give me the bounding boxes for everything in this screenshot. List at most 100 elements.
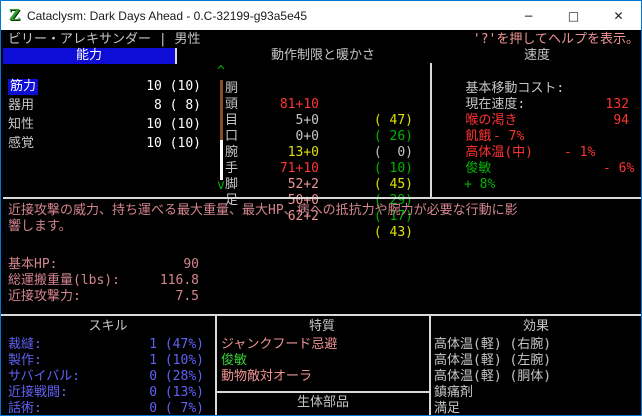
help-hint: '?'を押してヘルプを表示。 (472, 32, 639, 47)
encumbrance-value: 81+10 (279, 97, 319, 112)
divider-traits-effects (429, 316, 431, 415)
maximize-button[interactable]: □ (567, 8, 580, 23)
scrollbar-track (220, 80, 223, 140)
skill-row-speech[interactable]: 話術: 0 ( 7%) (8, 401, 204, 416)
stat-value: 10 (10) (146, 117, 201, 132)
skill-row-melee[interactable]: 近接戦闘: 0 (13%) (8, 385, 204, 401)
speed-mod-value: - 7% (493, 129, 525, 144)
speed-mod-value: + 8% (464, 177, 496, 192)
speed-mod-value: - 1% (564, 145, 596, 160)
stat-row-strength[interactable]: 筋力 10 (10) (8, 79, 201, 95)
stat-value: 10 (10) (146, 79, 201, 94)
effect-item-painkiller[interactable]: 鎮痛剤 (434, 385, 474, 400)
encumbrance-panel-header[interactable]: 動作制限と暖かさ (270, 48, 375, 63)
stat-value: 10 (10) (146, 136, 201, 151)
encumbrance-row-head[interactable]: 頭 5+0 ( 26) (225, 81, 415, 144)
scroll-up-icon[interactable]: ^ (217, 64, 225, 79)
stat-row-perception[interactable]: 感覚 10 (10) (8, 136, 201, 152)
encumbrance-row-mouth[interactable]: 口 13+0 ( 10) (225, 113, 415, 176)
derived-label: 総運搬重量(lbs): (8, 273, 120, 288)
encumbrance-row-feet[interactable]: 足 62+2 ( 43) (225, 177, 415, 240)
stat-label: 筋力 (8, 79, 39, 95)
app-icon: Z (9, 6, 20, 24)
skill-label: 裁縫: (8, 337, 42, 352)
character-name-header: ビリー・アレキサンダー | 男性 (8, 32, 201, 47)
speed-mod-label: 喉の渇き (465, 113, 518, 128)
speed-mod-label: 高体温(中) (465, 145, 533, 160)
warmth-value: ( 26) (373, 129, 413, 144)
speed-value: 132 (605, 97, 629, 112)
skills-panel-header[interactable]: スキル (88, 319, 128, 334)
speed-mod-label: 飢餓 (465, 129, 492, 144)
speed-mod-hyperthermia: 高体温(中) - 6% (434, 129, 634, 176)
speed-row-current: 現在速度: 94 (434, 81, 629, 128)
skill-row-survival[interactable]: サバイバル: 0 (28%) (8, 369, 204, 385)
effect-item-hyperthermia-torso[interactable]: 高体温(軽) (胴体) (434, 369, 552, 384)
encumbrance-row-torso[interactable]: 胴 81+10 ( 47) (225, 65, 415, 128)
body-part-scrollbar[interactable] (220, 80, 223, 180)
encumbrance-row-eyes[interactable]: 目 0+0 ( 0) (225, 97, 415, 160)
encumbrance-value: 52+2 (287, 177, 319, 192)
encumbrance-value: 62+2 (287, 209, 319, 224)
skill-label: 近接戦闘: (8, 385, 68, 400)
derived-row-hp: 基本HP: 90 (8, 257, 199, 273)
body-part-label: 足 (225, 193, 239, 208)
minimize-button[interactable]: − (523, 8, 534, 23)
body-part-label: 腕 (225, 145, 239, 160)
close-button[interactable]: ✕ (613, 8, 624, 23)
stat-label: 感覚 (8, 136, 35, 151)
encumbrance-row-legs[interactable]: 脚 50+0 ( 17) (225, 161, 415, 224)
trait-item-quick[interactable]: 俊敏 (221, 353, 248, 368)
divider-bottom-band (1, 314, 641, 316)
effects-panel-header[interactable]: 効果 (522, 319, 549, 334)
skill-row-fabrication[interactable]: 製作: 1 (10%) (8, 353, 204, 369)
panel-divider-tick (175, 48, 177, 64)
derived-value: 7.5 (175, 289, 199, 304)
body-part-label: 口 (225, 129, 239, 144)
speed-mod-hunger: 飢餓 - 1% (434, 113, 634, 160)
encumbrance-value: 5+0 (295, 113, 319, 128)
body-part-label: 頭 (225, 97, 239, 112)
skill-value: 1 (47%) (149, 337, 204, 352)
stats-panel-header[interactable]: 能力 (3, 48, 175, 64)
encumbrance-row-arms[interactable]: 腕 71+10 ( 45) (225, 129, 415, 192)
encumbrance-value: 0+0 (295, 129, 319, 144)
effect-item-hyperthermia-rarm[interactable]: 高体温(軽) (右腕) (434, 337, 552, 352)
traits-panel-header[interactable]: 特質 (308, 319, 335, 334)
warmth-value: ( 0) (373, 145, 413, 160)
warmth-value: ( 45) (373, 177, 413, 192)
speed-panel-header: 速度 (523, 48, 550, 63)
skill-value: 1 (10%) (149, 353, 204, 368)
derived-label: 基本HP: (8, 257, 58, 272)
body-part-label: 脚 (225, 177, 239, 192)
skill-label: 製作: (8, 353, 42, 368)
stat-row-intelligence[interactable]: 知性 10 (10) (8, 117, 201, 133)
body-part-label: 目 (225, 113, 239, 128)
scrollbar-thumb[interactable] (220, 140, 223, 180)
effect-item-satisfied[interactable]: 満足 (434, 401, 461, 416)
stat-description-line2: 響します。 (8, 219, 72, 234)
scroll-down-icon[interactable]: v (217, 178, 225, 193)
derived-row-melee-damage: 近接攻撃力: 7.5 (8, 289, 199, 305)
encumbrance-value: 13+0 (287, 145, 319, 160)
derived-value: 90 (183, 257, 199, 272)
encumbrance-row-hands[interactable]: 手 52+2 ( 29) (225, 145, 415, 208)
speed-value: 94 (613, 113, 629, 128)
speed-mod-label: 俊敏 (465, 161, 492, 176)
stat-label: 器用 (8, 98, 35, 113)
trait-item-animal-discord[interactable]: 動物敵対オーラ (221, 369, 313, 384)
warmth-value: ( 43) (373, 225, 413, 240)
divider-encumbrance-speed (430, 63, 432, 197)
effect-item-hyperthermia-larm[interactable]: 高体温(軽) (左腕) (434, 353, 552, 368)
title-bar[interactable]: Z Cataclysm: Dark Days Ahead - 0.C-32199… (1, 1, 641, 30)
divider-traits-bionics (217, 391, 429, 393)
skill-value: 0 ( 7%) (149, 401, 204, 416)
derived-label: 近接攻撃力: (8, 289, 81, 304)
derived-row-carry-weight: 総運搬重量(lbs): 116.8 (8, 273, 199, 289)
body-part-label: 胴 (225, 81, 239, 96)
trait-item-junkfood-intolerance[interactable]: ジャンクフード忌避 (221, 337, 338, 352)
skill-row-tailoring[interactable]: 裁縫: 1 (47%) (8, 337, 204, 353)
stat-row-dexterity[interactable]: 器用 8 ( 8) (8, 98, 201, 114)
window-title: Cataclysm: Dark Days Ahead - 0.C-32199-g… (26, 8, 308, 23)
